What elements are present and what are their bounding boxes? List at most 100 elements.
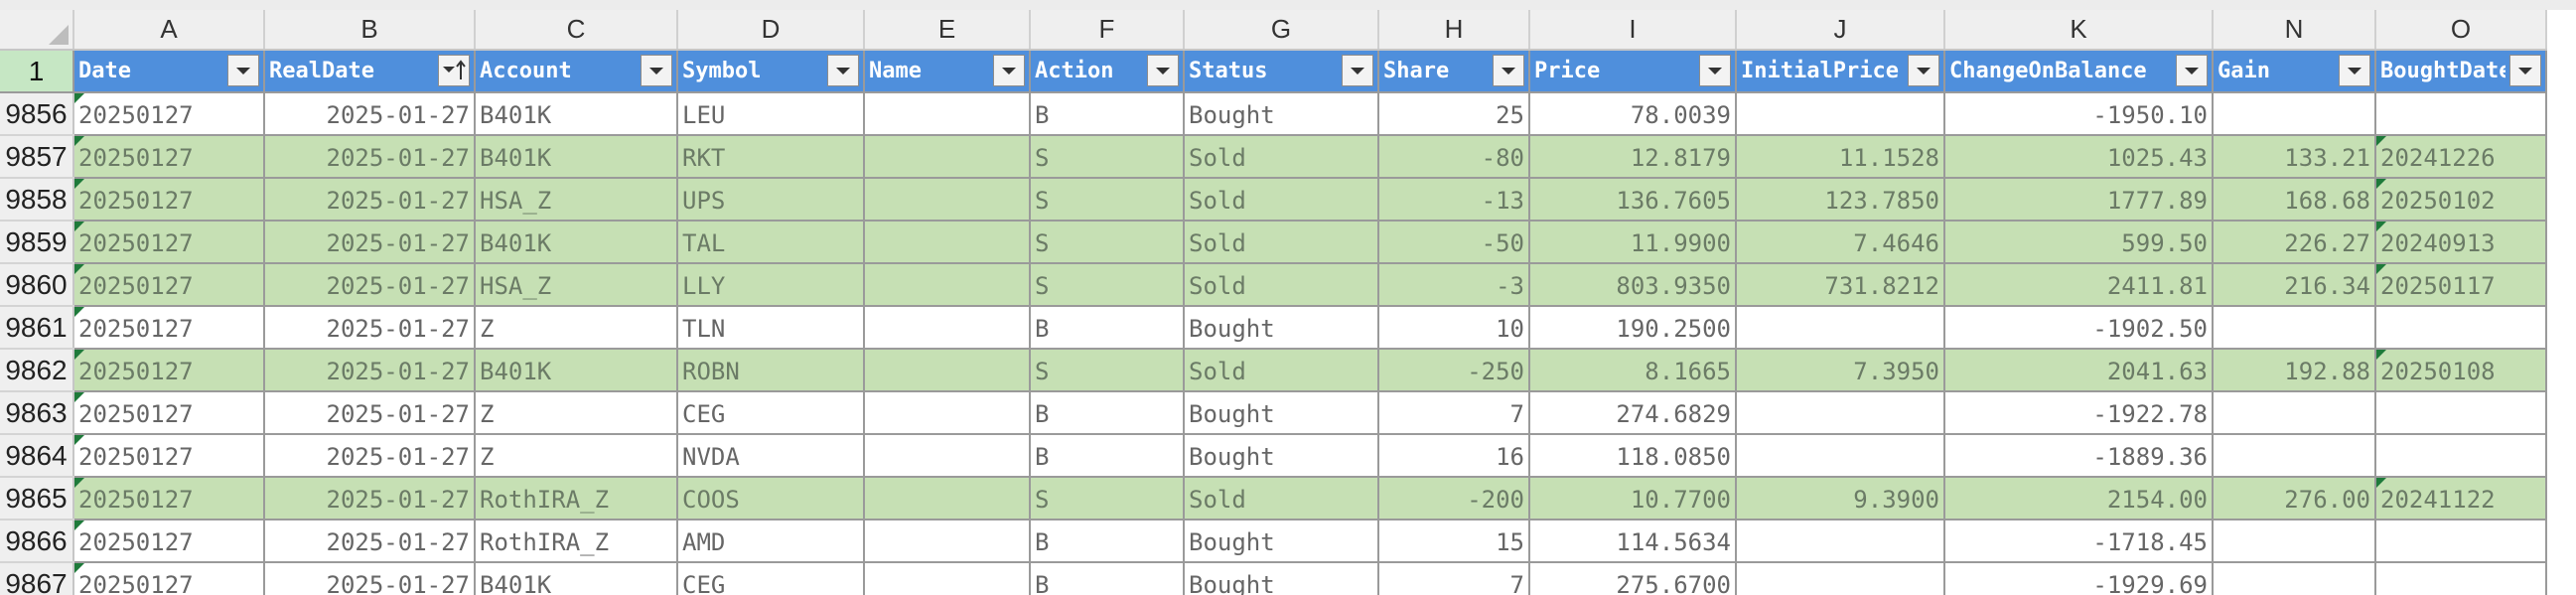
data-cell[interactable]: LLY — [677, 263, 865, 307]
data-cell[interactable]: -1922.78 — [1944, 391, 2214, 435]
data-cell[interactable]: Sold — [1184, 477, 1379, 521]
data-cell[interactable]: 11.9900 — [1529, 221, 1737, 264]
header-cell[interactable]: Name — [864, 50, 1031, 93]
header-cell[interactable]: BoughtDate — [2375, 50, 2547, 93]
data-cell[interactable] — [864, 221, 1031, 264]
column-header-letter[interactable]: F — [1030, 10, 1185, 51]
data-cell[interactable]: -1929.69 — [1944, 562, 2214, 595]
data-cell[interactable]: Sold — [1184, 349, 1379, 392]
data-cell[interactable]: 190.2500 — [1529, 306, 1737, 350]
header-cell[interactable]: Symbol — [677, 50, 865, 93]
header-cell[interactable]: Gain — [2213, 50, 2376, 93]
data-cell[interactable]: 7 — [1378, 562, 1530, 595]
row-number[interactable]: 9866 — [0, 520, 74, 563]
data-cell[interactable]: Sold — [1184, 263, 1379, 307]
data-cell[interactable]: 136.7605 — [1529, 178, 1737, 222]
select-all-corner[interactable] — [0, 10, 74, 51]
data-cell[interactable]: CEG — [677, 562, 865, 595]
filter-dropdown-button[interactable] — [827, 55, 859, 86]
data-cell[interactable] — [2375, 520, 2547, 563]
data-cell[interactable]: 20241226 — [2375, 135, 2547, 179]
data-cell[interactable]: 20250127 — [73, 263, 265, 307]
data-cell[interactable]: -50 — [1378, 221, 1530, 264]
data-cell[interactable] — [1736, 562, 1945, 595]
data-cell[interactable]: TAL — [677, 221, 865, 264]
data-cell[interactable]: 2025-01-27 — [264, 520, 476, 563]
column-header-letter[interactable]: G — [1184, 10, 1379, 51]
data-cell[interactable]: B401K — [475, 135, 678, 179]
data-cell[interactable]: 20250127 — [73, 221, 265, 264]
data-cell[interactable]: UPS — [677, 178, 865, 222]
filter-dropdown-button[interactable] — [1699, 55, 1731, 86]
column-header-letter[interactable]: H — [1378, 10, 1530, 51]
data-cell[interactable]: 2025-01-27 — [264, 92, 476, 136]
data-cell[interactable]: 20250102 — [2375, 178, 2547, 222]
data-cell[interactable]: B401K — [475, 92, 678, 136]
data-cell[interactable] — [864, 306, 1031, 350]
data-cell[interactable]: Sold — [1184, 135, 1379, 179]
data-cell[interactable]: 731.8212 — [1736, 263, 1945, 307]
data-cell[interactable]: 20250127 — [73, 178, 265, 222]
filter-dropdown-button[interactable] — [1493, 55, 1524, 86]
data-cell[interactable]: 276.00 — [2213, 477, 2376, 521]
data-cell[interactable]: Sold — [1184, 221, 1379, 264]
data-cell[interactable]: COOS — [677, 477, 865, 521]
data-cell[interactable]: 2025-01-27 — [264, 391, 476, 435]
filter-dropdown-button[interactable] — [993, 55, 1025, 86]
data-cell[interactable]: -3 — [1378, 263, 1530, 307]
row-number[interactable]: 9864 — [0, 434, 74, 478]
data-cell[interactable] — [2213, 520, 2376, 563]
data-cell[interactable]: 10 — [1378, 306, 1530, 350]
data-cell[interactable]: S — [1030, 263, 1185, 307]
filter-dropdown-button[interactable] — [2176, 55, 2208, 86]
data-cell[interactable]: ROBN — [677, 349, 865, 392]
data-cell[interactable]: S — [1030, 221, 1185, 264]
data-cell[interactable]: 2025-01-27 — [264, 135, 476, 179]
data-cell[interactable] — [864, 562, 1031, 595]
data-cell[interactable]: 2041.63 — [1944, 349, 2214, 392]
row-number[interactable]: 9861 — [0, 306, 74, 350]
row-number[interactable]: 9865 — [0, 477, 74, 521]
column-header-letter[interactable]: O — [2375, 10, 2547, 51]
data-cell[interactable]: Bought — [1184, 391, 1379, 435]
data-cell[interactable]: 114.5634 — [1529, 520, 1737, 563]
data-cell[interactable]: B401K — [475, 221, 678, 264]
data-cell[interactable]: Bought — [1184, 434, 1379, 478]
data-cell[interactable]: S — [1030, 178, 1185, 222]
header-cell[interactable]: Action — [1030, 50, 1185, 93]
data-cell[interactable]: -80 — [1378, 135, 1530, 179]
row-number[interactable]: 1 — [0, 50, 74, 93]
header-cell[interactable]: ChangeOnBalance — [1944, 50, 2214, 93]
data-cell[interactable]: RothIRA_Z — [475, 520, 678, 563]
data-cell[interactable]: 2025-01-27 — [264, 306, 476, 350]
data-cell[interactable]: 20241122 — [2375, 477, 2547, 521]
data-cell[interactable]: 8.1665 — [1529, 349, 1737, 392]
data-cell[interactable] — [1736, 434, 1945, 478]
data-cell[interactable] — [2375, 434, 2547, 478]
data-cell[interactable]: 803.9350 — [1529, 263, 1737, 307]
data-cell[interactable]: Z — [475, 391, 678, 435]
data-cell[interactable]: -250 — [1378, 349, 1530, 392]
data-cell[interactable] — [2375, 562, 2547, 595]
header-cell[interactable]: InitialPrice — [1736, 50, 1945, 93]
data-cell[interactable]: -1950.10 — [1944, 92, 2214, 136]
data-cell[interactable]: 133.21 — [2213, 135, 2376, 179]
filter-dropdown-button[interactable] — [2509, 55, 2541, 86]
data-cell[interactable]: -1902.50 — [1944, 306, 2214, 350]
row-number[interactable]: 9860 — [0, 263, 74, 307]
filter-dropdown-button[interactable] — [1147, 55, 1179, 86]
filter-dropdown-button[interactable] — [227, 55, 259, 86]
data-cell[interactable]: S — [1030, 477, 1185, 521]
data-cell[interactable]: 20250127 — [73, 477, 265, 521]
data-cell[interactable]: 1025.43 — [1944, 135, 2214, 179]
data-cell[interactable] — [2375, 306, 2547, 350]
data-cell[interactable]: TLN — [677, 306, 865, 350]
data-cell[interactable] — [864, 135, 1031, 179]
data-cell[interactable]: 599.50 — [1944, 221, 2214, 264]
data-cell[interactable]: B401K — [475, 562, 678, 595]
data-cell[interactable] — [2213, 306, 2376, 350]
data-cell[interactable] — [2375, 92, 2547, 136]
column-header-letter[interactable]: K — [1944, 10, 2214, 51]
data-cell[interactable] — [1736, 92, 1945, 136]
